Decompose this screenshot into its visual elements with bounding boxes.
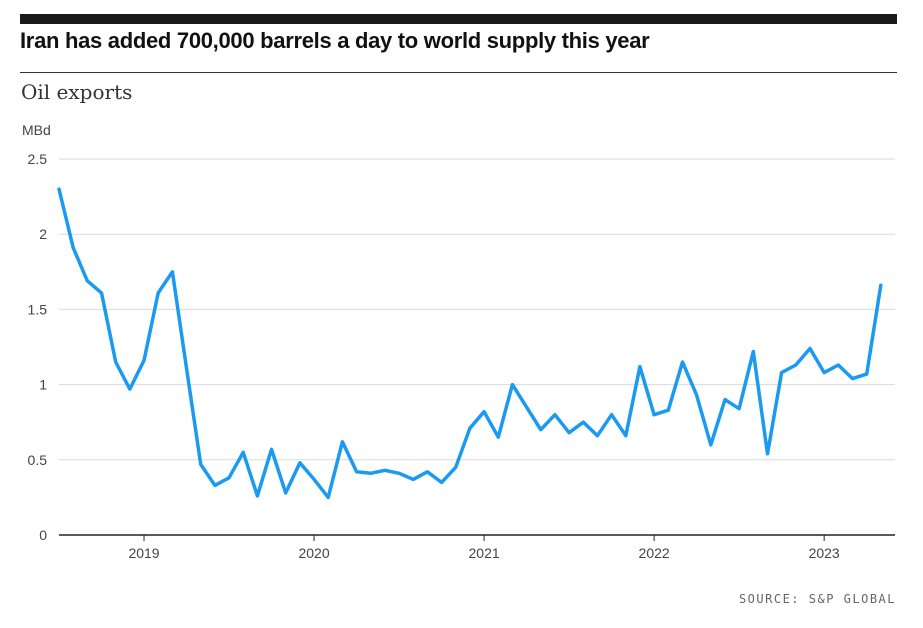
title-divider bbox=[20, 72, 897, 73]
series-line bbox=[57, 187, 883, 500]
y-axis-label: MBd bbox=[22, 122, 51, 138]
x-tick-label: 2019 bbox=[128, 545, 159, 561]
source-note: SOURCE: S&P GLOBAL bbox=[738, 592, 896, 606]
y-tick-label: 2.5 bbox=[28, 151, 48, 167]
x-tick-label: 2020 bbox=[298, 545, 329, 561]
y-tick-label: 0 bbox=[39, 527, 47, 543]
y-tick-label: 0.5 bbox=[28, 452, 48, 468]
header-bar bbox=[20, 14, 897, 24]
x-tick-label: 2022 bbox=[639, 545, 670, 561]
y-tick-label: 1.5 bbox=[28, 301, 48, 317]
y-tick-label: 2 bbox=[39, 226, 47, 242]
chart-subtitle: Oil exports bbox=[21, 80, 133, 104]
x-tick-label: 2021 bbox=[469, 545, 500, 561]
chart-title: Iran has added 700,000 barrels a day to … bbox=[20, 28, 650, 53]
x-tick-label: 2023 bbox=[809, 545, 840, 561]
y-tick-label: 1 bbox=[39, 377, 47, 393]
